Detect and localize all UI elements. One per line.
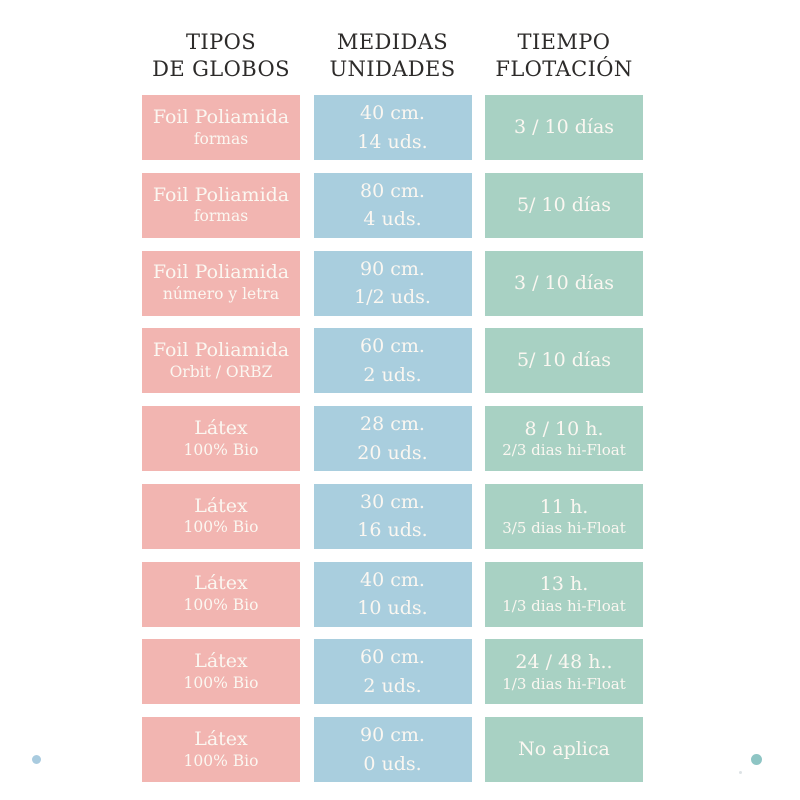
- header-line: DE GLOBOS: [152, 56, 290, 81]
- tiempo-cell: 3 / 10 días: [485, 95, 643, 160]
- column-header-tiempo: TIEMPO FLOTACIÓN: [485, 28, 643, 83]
- medida-line2: 20 uds.: [357, 441, 428, 464]
- medida-line2: 2 uds.: [363, 674, 422, 697]
- tipo-cell: Látex 100% Bio: [142, 717, 300, 782]
- medida-cell: 30 cm. 16 uds.: [313, 483, 472, 549]
- header-line: MEDIDAS: [336, 29, 449, 54]
- medida-line1: 90 cm.: [360, 257, 425, 280]
- tipo-line2: 100% Bio: [183, 440, 259, 459]
- tiempo-line1: 11 h.: [539, 495, 589, 518]
- tiempo-line1: 13 h.: [539, 573, 589, 596]
- tipo-cell: Látex 100% Bio: [142, 406, 300, 471]
- medida-line1: 60 cm.: [360, 335, 425, 358]
- medida-cell: 40 cm. 14 uds.: [313, 95, 472, 160]
- tipo-cell: Foil Poliamida Orbit / ORBZ: [142, 328, 300, 394]
- tiempo-line1: No aplica: [518, 738, 610, 761]
- medida-line2: 1/2 uds.: [354, 286, 431, 308]
- decorative-speck: [739, 771, 742, 774]
- tiempo-line1: 5/ 10 días: [516, 193, 612, 216]
- tiempo-line1: 5/ 10 días: [516, 349, 612, 372]
- tipo-line1: Látex: [194, 416, 248, 439]
- tipo-cell: Foil Poliamida número y letra: [142, 250, 300, 316]
- tipo-line2: formas: [193, 129, 249, 148]
- medida-cell: 60 cm. 2 uds.: [313, 328, 472, 394]
- medida-line2: 0 uds.: [363, 752, 422, 775]
- tiempo-cell: 13 h. 1/3 dias hi-Float: [485, 561, 643, 627]
- tiempo-cell: 11 h. 3/5 dias hi-Float: [485, 483, 643, 549]
- tipo-line1: Foil Poliamida: [152, 261, 290, 284]
- tiempo-line1: 8 / 10 h.: [524, 417, 604, 440]
- tipo-line1: Foil Poliamida: [152, 105, 290, 128]
- tipo-line2: número y letra: [162, 285, 280, 304]
- tipo-cell: Foil Poliamida formas: [142, 172, 300, 238]
- tipo-line1: Látex: [194, 650, 248, 673]
- medida-line1: 40 cm.: [360, 568, 425, 591]
- tipo-cell: Látex 100% Bio: [142, 639, 300, 705]
- tipo-line2: 100% Bio: [183, 751, 259, 770]
- header-line: UNIDADES: [329, 56, 456, 81]
- tiempo-cell: 24 / 48 h.. 1/3 dias hi-Float: [485, 639, 643, 705]
- header-line: TIEMPO: [517, 29, 611, 54]
- tiempo-line1: 3 / 10 días: [513, 271, 615, 294]
- tipo-cell: Látex 100% Bio: [142, 483, 300, 549]
- tipo-line2: 100% Bio: [183, 596, 259, 615]
- medida-line2: 4 uds.: [363, 208, 422, 231]
- tiempo-line1: 24 / 48 h..: [515, 651, 613, 674]
- balloon-info-table: TIPOS DE GLOBOS MEDIDAS UNIDADES TIEMPO …: [142, 28, 643, 782]
- tiempo-line2: 1/3 dias hi-Float: [502, 596, 626, 615]
- header-line: TIPOS: [185, 29, 257, 54]
- medida-line1: 60 cm.: [360, 646, 425, 669]
- medida-line2: 14 uds.: [357, 130, 428, 153]
- tipo-cell: Foil Poliamida formas: [142, 95, 300, 160]
- medida-cell: 40 cm. 10 uds.: [313, 561, 472, 627]
- medida-cell: 90 cm. 0 uds.: [313, 717, 472, 782]
- tipo-line1: Látex: [194, 572, 248, 595]
- column-header-medidas: MEDIDAS UNIDADES: [314, 28, 472, 83]
- tipo-line1: Látex: [194, 727, 248, 750]
- tiempo-cell: No aplica: [485, 717, 643, 782]
- tipo-line2: 100% Bio: [183, 673, 259, 692]
- medida-line1: 80 cm.: [360, 179, 425, 202]
- tiempo-line1: 3 / 10 días: [513, 116, 615, 139]
- header-row: TIPOS DE GLOBOS MEDIDAS UNIDADES TIEMPO …: [142, 28, 643, 83]
- tiempo-line2: 3/5 dias hi-Float: [502, 519, 626, 538]
- tipo-line2: 100% Bio: [183, 518, 259, 537]
- medida-cell: 28 cm. 20 uds.: [313, 406, 472, 471]
- tipo-line1: Foil Poliamida: [152, 183, 290, 206]
- medida-line2: 2 uds.: [363, 363, 422, 386]
- medida-line1: 30 cm.: [360, 490, 425, 513]
- medida-cell: 60 cm. 2 uds.: [313, 639, 472, 705]
- medida-line2: 10 uds.: [357, 597, 428, 619]
- medida-line2: 16 uds.: [357, 519, 428, 542]
- medida-cell: 80 cm. 4 uds.: [313, 172, 472, 238]
- tiempo-cell: 3 / 10 días: [485, 250, 643, 316]
- header-line: FLOTACIÓN: [495, 56, 633, 81]
- table-body: Foil Poliamida formas 40 cm. 14 uds. 3 /…: [142, 95, 643, 782]
- tipo-line1: Foil Poliamida: [152, 339, 290, 362]
- tiempo-line2: 2/3 dias hi-Float: [502, 441, 626, 460]
- tiempo-cell: 5/ 10 días: [485, 172, 643, 238]
- decorative-dot-left: [32, 755, 41, 764]
- tipo-cell: Látex 100% Bio: [142, 561, 300, 627]
- tipo-line1: Látex: [194, 494, 248, 517]
- tiempo-cell: 5/ 10 días: [485, 328, 643, 394]
- medida-cell: 90 cm. 1/2 uds.: [313, 250, 472, 316]
- decorative-dot-right: [751, 754, 762, 765]
- tipo-line2: formas: [193, 207, 249, 226]
- medida-line1: 90 cm.: [360, 724, 425, 746]
- column-header-tipos: TIPOS DE GLOBOS: [142, 28, 300, 83]
- tiempo-line2: 1/3 dias hi-Float: [502, 674, 626, 693]
- tipo-line2: Orbit / ORBZ: [169, 362, 273, 381]
- medida-line1: 28 cm.: [360, 413, 425, 435]
- tiempo-cell: 8 / 10 h. 2/3 dias hi-Float: [485, 406, 643, 471]
- medida-line1: 40 cm.: [360, 102, 425, 124]
